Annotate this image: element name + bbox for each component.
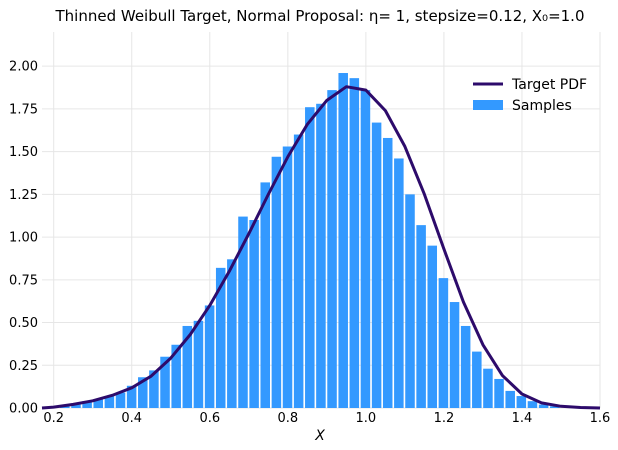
histogram-bar	[516, 396, 527, 408]
target-pdf-line	[41, 85, 601, 410]
x-tick-label: 0.2	[43, 411, 64, 426]
histogram-bar	[394, 158, 404, 408]
x-tick-label: 1.6	[590, 411, 611, 426]
y-tick-label: 1.50	[9, 145, 38, 160]
x-axis-label: X	[314, 428, 325, 444]
histogram-bar	[371, 122, 382, 408]
x-tick-label: 0.6	[199, 411, 220, 426]
histogram-bar	[215, 267, 226, 408]
histogram-bar	[271, 156, 282, 408]
histogram-bar	[483, 368, 493, 408]
y-tick-labels: 0.00 0.25 0.50 0.75 1.00 1.25 1.50 1.75 2.00	[9, 60, 38, 417]
x-tick-label: 1.0	[356, 411, 377, 426]
histogram-bar	[115, 392, 126, 408]
x-tick-label: 0.8	[277, 411, 298, 426]
histogram-bar	[227, 259, 237, 408]
histogram-bar	[360, 90, 371, 408]
histogram-bar	[160, 356, 170, 408]
y-tick-label: 0.50	[9, 316, 38, 331]
histogram-bar	[316, 103, 326, 409]
histogram-bar	[126, 385, 137, 408]
y-tick-label: 1.75	[9, 102, 38, 117]
histogram-bar	[416, 225, 426, 408]
y-tick-label: 2.00	[9, 60, 38, 75]
histogram-bar	[438, 278, 449, 408]
histogram-bar	[282, 146, 293, 408]
histogram-bar	[182, 325, 193, 408]
histogram-bar	[472, 351, 482, 408]
legend-label-target-pdf: Target PDF	[511, 77, 587, 93]
histogram-bar	[505, 390, 515, 408]
histogram-bar	[338, 73, 348, 408]
histogram-bar	[138, 377, 148, 408]
y-tick-label: 0.25	[9, 359, 38, 374]
histogram-bar	[60, 406, 70, 408]
histogram-bar	[249, 220, 259, 408]
legend: Target PDF Samples	[473, 77, 587, 114]
histogram-bar	[549, 406, 560, 408]
y-tick-label: 0.75	[9, 273, 38, 288]
y-tick-label: 0.00	[9, 402, 38, 417]
histogram-bar	[349, 78, 360, 409]
histogram-bar	[93, 399, 103, 408]
histogram-bar	[405, 194, 415, 408]
histogram-bar	[104, 396, 115, 408]
chart-title: Thinned Weibull Target, Normal Proposal:…	[55, 7, 585, 25]
histogram-bar	[238, 216, 248, 408]
histogram-bar	[327, 90, 337, 408]
y-tick-label: 1.25	[9, 188, 38, 203]
histogram-bar	[149, 370, 159, 408]
histogram-bar	[171, 344, 181, 408]
histogram-bar	[427, 245, 438, 408]
histogram-bar	[382, 137, 393, 409]
histogram-bar	[204, 305, 215, 408]
legend-bar-swatch	[473, 100, 503, 110]
legend-label-samples: Samples	[512, 98, 572, 114]
histogram-bar	[293, 134, 304, 408]
histogram-bar	[460, 325, 471, 408]
histogram-bar	[82, 401, 92, 408]
histogram-bar	[71, 404, 81, 408]
histogram-bar	[538, 404, 549, 408]
histogram-bar	[494, 378, 504, 408]
x-tick-label: 1.4	[512, 411, 533, 426]
pdf-line-group	[41, 85, 601, 410]
x-tick-label: 0.4	[121, 411, 142, 426]
histogram-bar	[449, 302, 460, 408]
bars	[60, 73, 560, 409]
y-tick-label: 1.00	[9, 231, 38, 246]
histogram-bar	[193, 320, 204, 408]
histogram-bar	[527, 401, 538, 408]
x-tick-labels: 0.2 0.4 0.6 0.8 1.0 1.2 1.4 1.6	[43, 411, 610, 426]
x-tick-label: 1.2	[434, 411, 455, 426]
histogram-bar	[305, 107, 315, 408]
histogram-bar	[260, 182, 270, 408]
